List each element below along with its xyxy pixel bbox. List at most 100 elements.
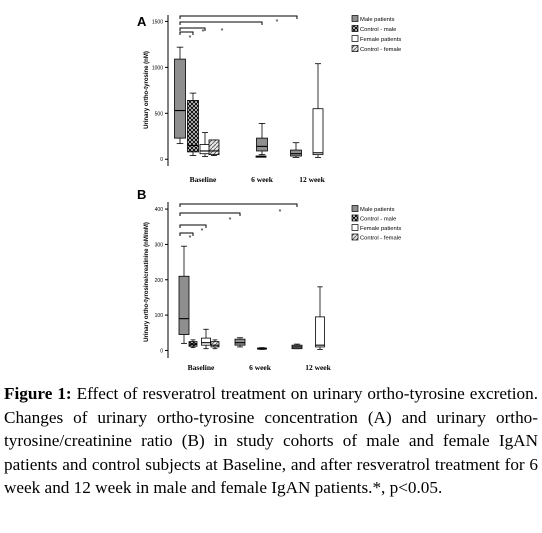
box-rect	[201, 337, 211, 346]
box-plot	[234, 337, 246, 348]
significance-star: *	[279, 209, 282, 216]
legend-label: Male patients	[360, 207, 395, 213]
bracket-line	[179, 224, 207, 228]
legend-swatch	[351, 35, 359, 42]
bracket-line	[179, 212, 241, 216]
box-rect	[199, 144, 211, 155]
box-plot	[256, 123, 268, 156]
box-plot	[255, 155, 267, 158]
panel-letter: A	[137, 14, 147, 29]
significance-bracket: *	[179, 203, 298, 216]
legend-item: Control - female	[351, 233, 401, 242]
legend-swatch	[351, 25, 359, 32]
legend-swatch	[351, 233, 359, 241]
legend-item: Control - male	[351, 214, 396, 223]
box-plot	[257, 347, 267, 350]
y-tick-label: 200	[155, 278, 164, 284]
bracket-line	[179, 27, 206, 31]
x-category-label: 12 week	[305, 363, 331, 372]
box-rect	[178, 275, 190, 335]
significance-star: *	[229, 217, 232, 224]
y-tick-label: 300	[155, 242, 164, 248]
significance-star: *	[202, 29, 205, 36]
legend-label: Control - male	[360, 217, 396, 223]
significance-bracket: *	[179, 27, 206, 36]
legend-label: Female patients	[360, 226, 401, 232]
legend-label: Control - female	[360, 236, 401, 242]
significance-star: *	[189, 235, 192, 242]
panel-a: A 0 500 1000 1500 Urinary ortho-tyrosine (nM)…	[137, 14, 401, 184]
box-plot	[199, 132, 211, 157]
legend-swatch	[351, 224, 359, 231]
y-axis-title: Urinary ortho-tyrosine/creatinine (nM/mM…	[144, 222, 150, 342]
significance-star: *	[276, 19, 279, 26]
significance-bracket: *	[179, 232, 194, 242]
legend-item: Control - male	[351, 25, 396, 33]
legend-label: Male patients	[360, 17, 395, 23]
legend-swatch	[351, 15, 359, 22]
box-plot	[208, 139, 220, 156]
significance-bracket: *	[179, 31, 194, 42]
box-plot	[187, 92, 199, 156]
significance-star: *	[201, 228, 204, 235]
box-plot	[312, 63, 324, 158]
y-tick-label: 100	[155, 313, 164, 319]
box-rect	[315, 316, 325, 348]
y-tick-label: 400	[155, 207, 164, 213]
caption-label: Figure 1:	[4, 384, 72, 403]
legend-item: Control - female	[351, 45, 401, 53]
bracket-line	[179, 31, 194, 35]
x-category-label: 6 week	[249, 363, 272, 372]
bracket-line	[179, 232, 194, 236]
box-plot	[174, 46, 186, 145]
y-tick-label: 0	[160, 348, 163, 354]
box-plot	[210, 339, 220, 350]
legend-item: Female patients	[351, 224, 401, 232]
y-tick-label: 0	[160, 157, 163, 163]
legend-label: Female patients	[360, 37, 401, 43]
bracket-line	[179, 21, 263, 25]
box-plot	[315, 286, 325, 350]
legend-item: Male patients	[351, 205, 395, 213]
legend-item: Male patients	[351, 15, 395, 23]
box-plot	[178, 245, 190, 344]
box-plot	[188, 339, 198, 349]
x-category-label: 12 week	[299, 175, 325, 184]
panel-b: B 0 100 200 300 400 Urinary ortho-tyrosine/cre…	[137, 187, 401, 372]
x-category-label: Baseline	[188, 363, 215, 372]
legend-label: Control - male	[360, 27, 396, 33]
box-rect	[187, 100, 199, 153]
y-tick-label: 500	[155, 111, 164, 117]
figure-caption: Figure 1: Effect of resveratrol treatmen…	[4, 382, 538, 500]
x-category-label: 6 week	[251, 175, 274, 184]
bracket-line	[179, 15, 298, 19]
box-plot	[201, 328, 211, 350]
box-plot	[291, 343, 303, 350]
significance-bracket: *	[179, 15, 298, 26]
y-axis-title: Urinary ortho-tyrosine (nM)	[144, 51, 150, 129]
legend-label: Control - female	[360, 47, 401, 53]
box-rect	[290, 149, 302, 157]
bracket-line	[179, 203, 298, 207]
significance-star: *	[221, 28, 224, 35]
box-rect	[256, 137, 268, 152]
significance-bracket: *	[179, 21, 263, 35]
box-rect	[312, 108, 324, 156]
y-tick-label: 1500	[152, 19, 163, 25]
legend-item: Female patients	[351, 35, 401, 43]
x-category-label: Baseline	[190, 175, 217, 184]
box-rect	[208, 139, 220, 156]
box-rect	[210, 341, 220, 348]
significance-bracket: *	[179, 212, 241, 224]
panel-letter: B	[137, 187, 146, 202]
y-tick-label: 1000	[152, 65, 163, 71]
significance-bracket: *	[179, 224, 207, 235]
legend-swatch	[351, 214, 359, 222]
legend-swatch	[351, 205, 359, 212]
box-rect	[174, 58, 186, 139]
box-plot	[290, 142, 302, 158]
significance-star: *	[189, 35, 192, 42]
caption-text: Effect of resveratrol treatment on urina…	[4, 384, 538, 498]
legend-swatch	[351, 45, 359, 52]
